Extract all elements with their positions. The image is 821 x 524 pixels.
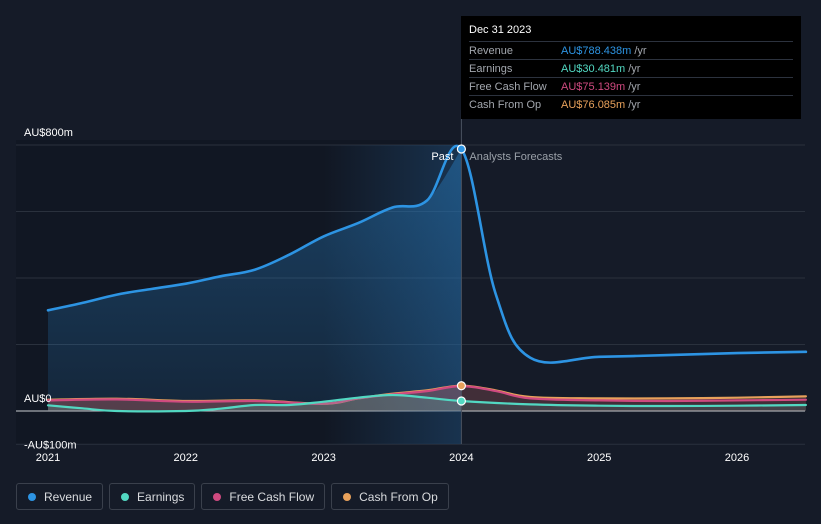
- revenue-area: [48, 149, 462, 411]
- legend-dot-icon: [343, 492, 352, 501]
- tooltip-row-earnings: Earnings AU$30.481m /yr: [469, 59, 793, 77]
- free-cash-flow-line: [46, 385, 807, 405]
- forecast-label: Analysts Forecasts: [469, 151, 562, 163]
- earnings-marker: [456, 396, 466, 406]
- legend-label: Revenue: [44, 489, 93, 504]
- x-tick-label: 2022: [174, 452, 198, 464]
- legend-label: Earnings: [137, 489, 185, 504]
- tooltip-unit: /yr: [634, 44, 647, 57]
- tooltip-unit: /yr: [628, 98, 641, 111]
- data-tooltip: Dec 31 2023 Revenue AU$788.438m /yr Earn…: [461, 16, 801, 119]
- x-tick-label: 2024: [449, 452, 473, 464]
- tooltip-row-revenue: Revenue AU$788.438m /yr: [469, 41, 793, 59]
- free-cash-flow-area: [48, 386, 462, 411]
- earnings-area: [48, 395, 462, 412]
- earnings-line: [46, 393, 807, 413]
- legend-item-cash-from-op[interactable]: Cash From Op: [331, 483, 449, 510]
- cash-from-op-area: [48, 385, 462, 411]
- legend-dot-icon: [213, 492, 222, 501]
- legend-item-free-cash-flow[interactable]: Free Cash Flow: [201, 483, 326, 510]
- x-tick-label: 2026: [725, 452, 749, 464]
- tooltip-label: Cash From Op: [469, 98, 542, 111]
- tooltip-row-free-cash-flow: Free Cash Flow AU$75.139m /yr: [469, 77, 793, 95]
- tooltip-unit: /yr: [628, 62, 641, 75]
- tooltip-value: AU$76.085m: [561, 98, 626, 111]
- y-tick-label: AU$0: [24, 393, 52, 405]
- legend-label: Cash From Op: [359, 489, 438, 504]
- y-tick-label: -AU$100m: [24, 439, 77, 451]
- legend-item-revenue[interactable]: Revenue: [16, 483, 104, 510]
- x-tick-label: 2025: [587, 452, 611, 464]
- cash-from-op-marker: [456, 381, 466, 391]
- tooltip-value: AU$788.438m: [561, 44, 632, 57]
- legend-item-earnings[interactable]: Earnings: [109, 483, 196, 510]
- y-tick-label: AU$800m: [24, 127, 73, 139]
- tooltip-date: Dec 31 2023: [469, 24, 532, 36]
- revenue-line: [46, 144, 808, 364]
- revenue-marker: [456, 144, 466, 154]
- tooltip-label: Revenue: [469, 44, 514, 57]
- tooltip-value: AU$75.139m: [561, 80, 626, 93]
- legend-dot-icon: [121, 492, 130, 501]
- x-tick-label: 2023: [311, 452, 335, 464]
- tooltip-unit: /yr: [628, 80, 641, 93]
- chart-legend: Revenue Earnings Free Cash Flow Cash Fro…: [16, 483, 449, 510]
- x-tick-label: 2021: [36, 452, 60, 464]
- tooltip-row-cash-from-op: Cash From Op AU$76.085m /yr: [469, 95, 793, 113]
- legend-dot-icon: [28, 492, 36, 501]
- past-label: Past: [431, 151, 453, 163]
- tooltip-label: Earnings: [469, 62, 513, 75]
- legend-label: Free Cash Flow: [229, 489, 315, 504]
- tooltip-value: AU$30.481m: [561, 62, 626, 75]
- tooltip-label: Free Cash Flow: [469, 80, 547, 93]
